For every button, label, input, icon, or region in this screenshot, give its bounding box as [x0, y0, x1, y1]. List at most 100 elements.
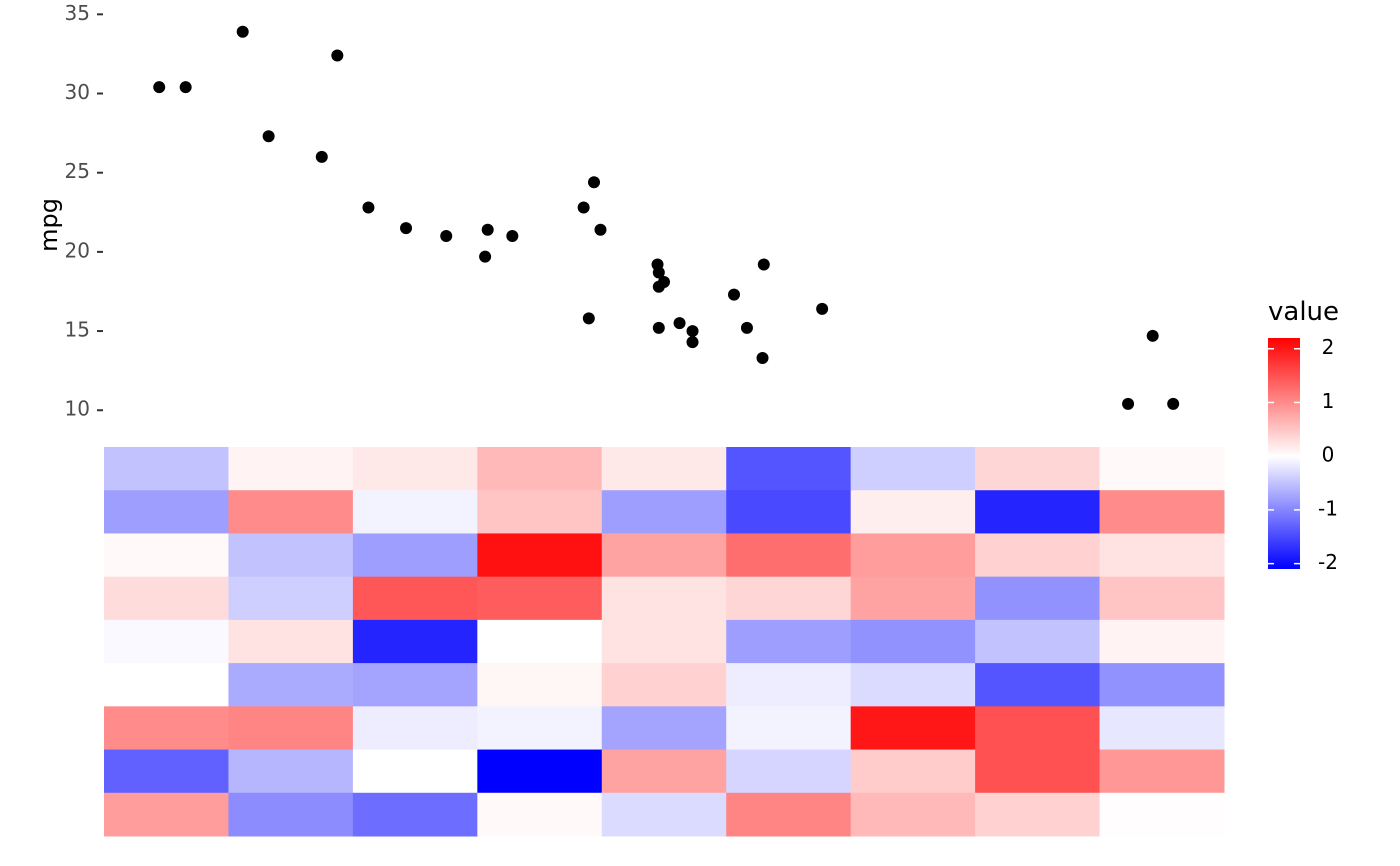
heatmap-cell [601, 706, 727, 751]
scatter-point [756, 351, 769, 364]
y-axis: 10 15 20 25 30 35 [65, 1, 103, 421]
heatmap-cell [975, 792, 1101, 837]
scatter-points [153, 25, 1180, 410]
heatmap-cell [477, 706, 603, 751]
colorbar-legend: value 2 1 0 -1 -2 [1268, 297, 1339, 574]
heatmap-cell [726, 792, 852, 837]
heatmap-cell [850, 490, 976, 534]
y-tick-label: 25 [65, 159, 90, 183]
y-tick-label: 35 [65, 1, 90, 25]
legend-tick-label: 1 [1322, 389, 1335, 413]
heatmap-cell [975, 706, 1101, 751]
heatmap-cell [601, 576, 727, 621]
heatmap-cell [477, 663, 603, 707]
y-tick-label: 20 [65, 238, 90, 262]
heatmap-cell [1099, 447, 1225, 491]
heatmap-cell [601, 749, 727, 794]
scatter-point [582, 312, 595, 325]
scatter-point [652, 266, 665, 279]
scatter-point [331, 49, 344, 62]
scatter-point [816, 302, 829, 315]
scatter-point [153, 81, 166, 94]
heatmap-cell [1099, 749, 1225, 794]
heatmap-cell [726, 663, 852, 707]
heatmap-cell [975, 576, 1101, 621]
heatmap-cell [477, 533, 603, 578]
heatmap-cell [850, 749, 976, 794]
heatmap-cell [352, 706, 478, 751]
heatmap-cell [850, 706, 976, 751]
heatmap-cell [975, 749, 1101, 794]
heatmap-cell [104, 490, 229, 534]
heatmap-cell [1099, 533, 1225, 578]
scatter-point [588, 176, 600, 189]
heatmap-cell [975, 619, 1101, 664]
legend-ticks: 2 1 0 -1 -2 [1268, 335, 1338, 574]
scatter-point [262, 130, 275, 143]
heatmap-cell [975, 490, 1101, 534]
scatter-point [479, 250, 492, 263]
scatter-point [481, 223, 494, 236]
scatter-point [728, 288, 740, 301]
heatmap-cell [352, 490, 478, 534]
heatmap-cell [104, 447, 229, 491]
heatmap-cell [477, 576, 603, 621]
heatmap-cell [850, 619, 976, 664]
heatmap-cell [850, 576, 976, 621]
heatmap-cell [726, 576, 852, 621]
heatmap-cell [1099, 619, 1225, 664]
scatter-point [440, 230, 453, 243]
heatmap-cell [850, 447, 976, 491]
heatmap-cell [726, 749, 852, 794]
heatmap-cell [104, 792, 229, 837]
scatter-point [652, 321, 665, 334]
heatmap-cell [601, 490, 727, 534]
heatmap-cell [1099, 576, 1225, 621]
scatter-point [362, 201, 375, 214]
heatmap-cell [601, 619, 727, 664]
heatmap-cell [104, 533, 229, 578]
heatmap-tiles [104, 447, 1225, 837]
scatter-point [400, 222, 413, 235]
heatmap-cell [104, 663, 229, 707]
heatmap-cell [601, 533, 727, 578]
heatmap-cell [975, 533, 1101, 578]
heatmap-cell [850, 792, 976, 837]
scatter-point [1146, 329, 1159, 342]
heatmap-cell [477, 447, 603, 491]
y-tick-label: 15 [65, 318, 90, 342]
heatmap-cell [228, 533, 354, 578]
scatter-point [315, 150, 328, 163]
heatmap-cell [228, 663, 354, 707]
scatter-point [757, 258, 770, 271]
heatmap-cell [1099, 663, 1225, 707]
heatmap-cell [975, 663, 1101, 707]
heatmap-panel [104, 447, 1225, 837]
scatter-point [594, 223, 607, 236]
y-tick-label: 10 [65, 397, 90, 421]
heatmap-cell [352, 447, 478, 491]
heatmap-cell [352, 663, 478, 707]
heatmap-cell [726, 447, 852, 491]
heatmap-cell [601, 447, 727, 491]
colorbar [1268, 338, 1300, 569]
heatmap-cell [104, 619, 229, 664]
scatter-point [658, 275, 670, 288]
legend-tick-label: -1 [1318, 496, 1338, 520]
heatmap-cell [1099, 706, 1225, 751]
heatmap-cell [352, 533, 478, 578]
heatmap-cell [228, 792, 354, 837]
heatmap-cell [104, 749, 229, 794]
scatter-point [577, 201, 590, 214]
legend-tick-label: 2 [1322, 335, 1335, 359]
heatmap-cell [228, 619, 354, 664]
heatmap-cell [228, 749, 354, 794]
heatmap-cell [1099, 490, 1225, 534]
heatmap-cell [104, 706, 229, 751]
scatter-point [1167, 397, 1180, 410]
y-axis-title: mpg [35, 198, 63, 252]
heatmap-cell [352, 749, 478, 794]
heatmap-cell [352, 619, 478, 664]
heatmap-cell [477, 749, 603, 794]
